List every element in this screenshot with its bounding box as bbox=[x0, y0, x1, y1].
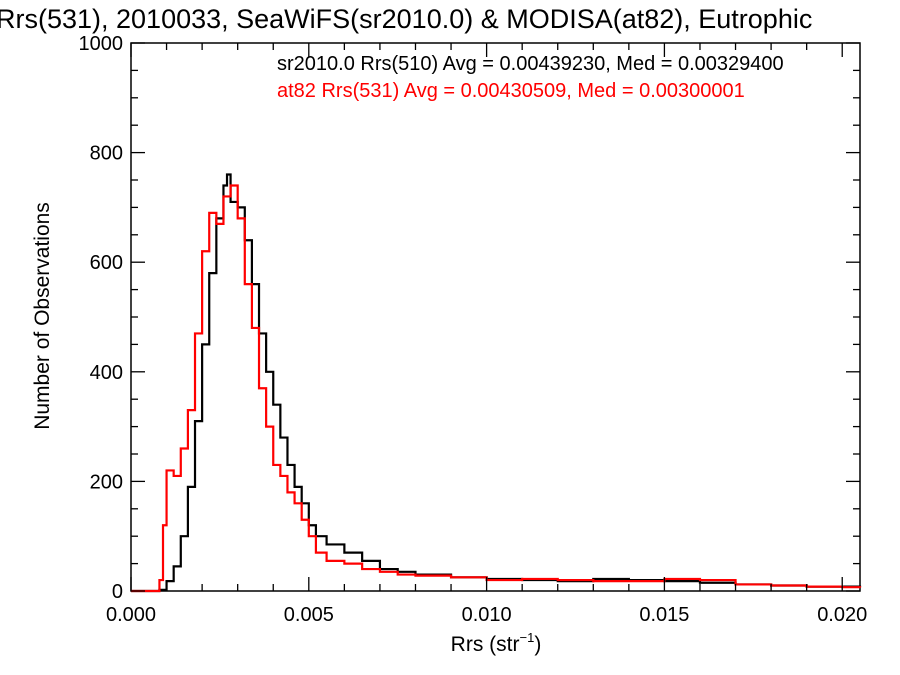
y-tick-label: 400 bbox=[90, 362, 123, 384]
y-tick-label: 1000 bbox=[79, 33, 124, 55]
x-axis-label: Rrs (str−1) bbox=[451, 630, 542, 656]
y-tick-label: 200 bbox=[90, 471, 123, 493]
y-axis-label: Number of Observations bbox=[31, 202, 54, 430]
chart-title: Rrs(531), 2010033, SeaWiFS(sr2010.0) & M… bbox=[0, 4, 812, 34]
ticks-layer: 0 200 400 600 800 1000 0.000 0.005 0.010 0.015 0.0… bbox=[79, 33, 868, 626]
plot-border bbox=[130, 42, 861, 592]
x-tick-label: 0.000 bbox=[106, 604, 156, 626]
x-tick-label: 0.005 bbox=[284, 604, 334, 626]
legend-annotation-at82: at82 Rrs(531) Avg = 0.00430509, Med = 0.… bbox=[277, 80, 745, 102]
x-tick-label: 0.020 bbox=[817, 604, 867, 626]
x-tick-label: 0.015 bbox=[639, 604, 689, 626]
y-tick-label: 0 bbox=[112, 581, 123, 603]
series-layer bbox=[131, 173, 862, 593]
y-tick-label: 800 bbox=[90, 143, 123, 165]
plot-frame bbox=[130, 42, 861, 592]
series-sr2010-line bbox=[131, 173, 862, 593]
y-tick-label: 600 bbox=[90, 252, 123, 274]
series-at82-line bbox=[131, 184, 862, 593]
x-tick-label: 0.010 bbox=[462, 604, 512, 626]
legend-annotation-sr2010: sr2010.0 Rrs(510) Avg = 0.00439230, Med … bbox=[277, 53, 784, 75]
x-axis-label-superscript: −1 bbox=[520, 630, 535, 645]
